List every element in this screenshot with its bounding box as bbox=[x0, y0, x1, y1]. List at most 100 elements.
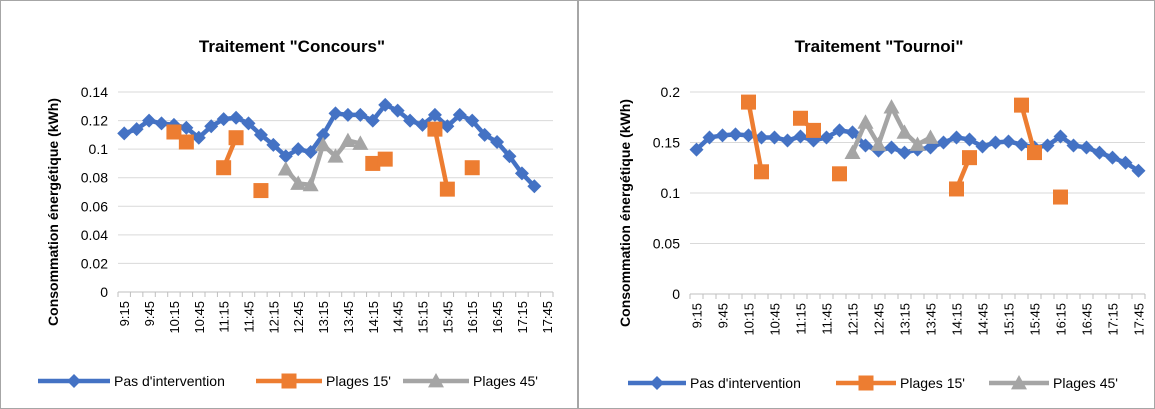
chart-tournoi-series-3-point bbox=[870, 136, 887, 151]
chart-tournoi-x-tick-label: 13:45 bbox=[924, 303, 939, 336]
chart-tournoi-y-tick-label: 0 bbox=[672, 286, 680, 302]
chart-concours-y-tick-label: 0.1 bbox=[89, 141, 109, 157]
chart-tournoi-legend-entry-1: Pas d'intervention bbox=[628, 375, 801, 391]
chart-concours-series-2-point bbox=[228, 130, 244, 146]
chart-concours-y-tick-label: 0.04 bbox=[81, 227, 108, 243]
chart-concours-x-tick-label: 15:45 bbox=[440, 301, 455, 334]
chart-concours-series-1-point bbox=[452, 107, 467, 122]
chart-tournoi-series-1-point bbox=[949, 130, 964, 145]
chart-concours-series-2-line bbox=[432, 128, 450, 190]
chart-concours-series-1-point bbox=[154, 116, 169, 131]
chart-concours-x-tick-label: 9:45 bbox=[142, 301, 157, 326]
chart-concours-series-1-point bbox=[316, 127, 331, 142]
chart-tournoi-series-1-point bbox=[975, 139, 990, 154]
chart-tournoi-x-tick-label: 10:15 bbox=[742, 303, 757, 336]
chart-concours-x-tick-label: 17:45 bbox=[540, 301, 555, 334]
chart-tournoi-series-1-point bbox=[715, 128, 730, 143]
chart-concours-x-tick-label: 17:15 bbox=[515, 301, 530, 334]
chart-concours-series-2-point bbox=[464, 160, 480, 176]
chart-concours-x-tick-label: 16:15 bbox=[465, 301, 480, 334]
chart-concours-title: Traitement "Concours" bbox=[199, 37, 385, 56]
chart-tournoi-x-tick-label: 14:15 bbox=[950, 303, 965, 336]
chart-tournoi-series-3-point bbox=[922, 129, 939, 144]
chart-concours-series-1 bbox=[117, 97, 542, 194]
chart-tournoi-series-2-point bbox=[962, 150, 977, 166]
chart-concours-series-1-point bbox=[427, 107, 442, 122]
chart-tournoi-x-tick-label: 12:15 bbox=[846, 303, 861, 336]
chart-concours-series-1-point bbox=[440, 119, 455, 134]
chart-tournoi-legend-swatch-marker bbox=[650, 376, 664, 390]
chart-concours-series-1-point bbox=[415, 117, 430, 132]
chart-tournoi-x-tick-label: 10:45 bbox=[768, 303, 783, 336]
chart-tournoi-x-tick-label: 17:45 bbox=[1132, 303, 1147, 336]
chart-tournoi-series-1-point bbox=[702, 130, 717, 145]
chart-tournoi-x-tick-label: 17:15 bbox=[1106, 303, 1121, 336]
chart-tournoi-series-2 bbox=[741, 94, 1068, 205]
chart-concours-series-1-point bbox=[527, 179, 542, 194]
chart-tournoi-x-tick-label: 12:45 bbox=[872, 303, 887, 336]
chart-concours-series-1-point bbox=[142, 113, 157, 128]
chart-tournoi-series-2-point bbox=[949, 181, 964, 197]
chart-concours-x-tick-label: 14:15 bbox=[366, 301, 381, 334]
chart-concours-series-2-point bbox=[253, 183, 269, 199]
chart-concours-series-1-point bbox=[117, 126, 132, 141]
chart-tournoi-series-1-point bbox=[962, 132, 977, 147]
chart-tournoi-series-1-point bbox=[819, 130, 834, 145]
chart-concours-series-1-point bbox=[477, 127, 492, 142]
chart-concours-series-1-point bbox=[390, 103, 405, 118]
chart-concours-series-1-point bbox=[490, 135, 505, 149]
chart-tournoi-series-1-point bbox=[689, 142, 704, 157]
chart-concours-series-1-point bbox=[216, 112, 231, 127]
chart-panel-tournoi: Traitement "Tournoi" 0 0.05 0.1 0.15 0.2 9:15 9… bbox=[578, 0, 1155, 409]
chart-tournoi-series-1-point bbox=[845, 125, 860, 140]
chart-tournoi-x-tick-label: 9:15 bbox=[690, 303, 705, 328]
chart-tournoi-series-3 bbox=[844, 99, 939, 159]
chart-concours-series-3-point bbox=[315, 136, 332, 152]
chart-concours-series-1-point bbox=[278, 149, 293, 164]
chart-tournoi-series-3-point bbox=[857, 114, 874, 129]
chart-tournoi-series-2-point bbox=[754, 164, 769, 180]
chart-concours-series-1-point bbox=[353, 107, 368, 122]
chart-concours-y-tick-label: 0 bbox=[100, 284, 108, 300]
chart-tournoi-legend-label: Pas d'intervention bbox=[690, 375, 801, 391]
chart-tournoi-series-2-line bbox=[1019, 104, 1037, 154]
chart-tournoi-series-2-point bbox=[793, 110, 808, 126]
chart-tournoi-y-tick-label: 0.05 bbox=[653, 236, 680, 252]
chart-tournoi-series-1-point bbox=[936, 135, 951, 150]
chart-concours-x-tick-label: 12:45 bbox=[291, 301, 306, 334]
chart-tournoi-y-tick-label: 0.15 bbox=[653, 135, 680, 151]
chart-tournoi-series-1-point bbox=[780, 133, 795, 148]
chart-concours-y-tick-label: 0.06 bbox=[81, 198, 108, 214]
chart-concours-series-2-point bbox=[377, 151, 393, 167]
chart-tournoi-series-1-point bbox=[1092, 145, 1107, 160]
chart-concours-series-1-point bbox=[465, 113, 480, 128]
chart-tournoi-legend-entry-3: Plages 45' bbox=[989, 375, 1118, 391]
chart-concours-series-3-point bbox=[290, 175, 307, 190]
chart-concours-series-1-point bbox=[179, 120, 194, 135]
chart-concours-series-2-point bbox=[427, 121, 443, 137]
chart-concours-series-2-point bbox=[178, 134, 194, 150]
chart-tournoi-legend-entry-2: Plages 15' bbox=[836, 375, 965, 391]
chart-tournoi-y-tick-label: 0.1 bbox=[661, 185, 681, 201]
chart-tournoi-title: Traitement "Tournoi" bbox=[795, 37, 964, 56]
chart-tournoi-series-1-point bbox=[923, 140, 938, 155]
chart-tournoi-series-2-point bbox=[1053, 189, 1068, 205]
chart-concours-series-3 bbox=[277, 132, 369, 192]
chart-concours-series-3-point bbox=[327, 148, 344, 163]
chart-concours-x-tick-label: 10:15 bbox=[167, 301, 182, 334]
chart-concours-x-tick-label: 13:45 bbox=[341, 301, 356, 334]
chart-tournoi-series-1-point bbox=[728, 127, 743, 142]
chart-concours-series-1-point bbox=[253, 127, 268, 142]
chart-concours-series-1-point bbox=[266, 137, 281, 152]
chart-tournoi-series-1-point bbox=[897, 145, 912, 160]
chart-concours-legend-swatch-marker bbox=[428, 373, 444, 388]
chart-tournoi-x-tick-label: 13:15 bbox=[898, 303, 913, 336]
chart-concours-series-1-point bbox=[502, 149, 517, 164]
chart-concours-x-tick-label: 13:15 bbox=[316, 301, 331, 334]
chart-tournoi-legend-swatch-marker bbox=[858, 375, 874, 391]
chart-concours-y-tick-label: 0.08 bbox=[81, 170, 108, 186]
chart-tournoi-frame bbox=[578, 0, 1155, 409]
chart-tournoi-series-3-point bbox=[909, 136, 926, 151]
chart-concours-series-2-point bbox=[216, 160, 232, 176]
chart-tournoi-series-1-point bbox=[1131, 163, 1146, 178]
